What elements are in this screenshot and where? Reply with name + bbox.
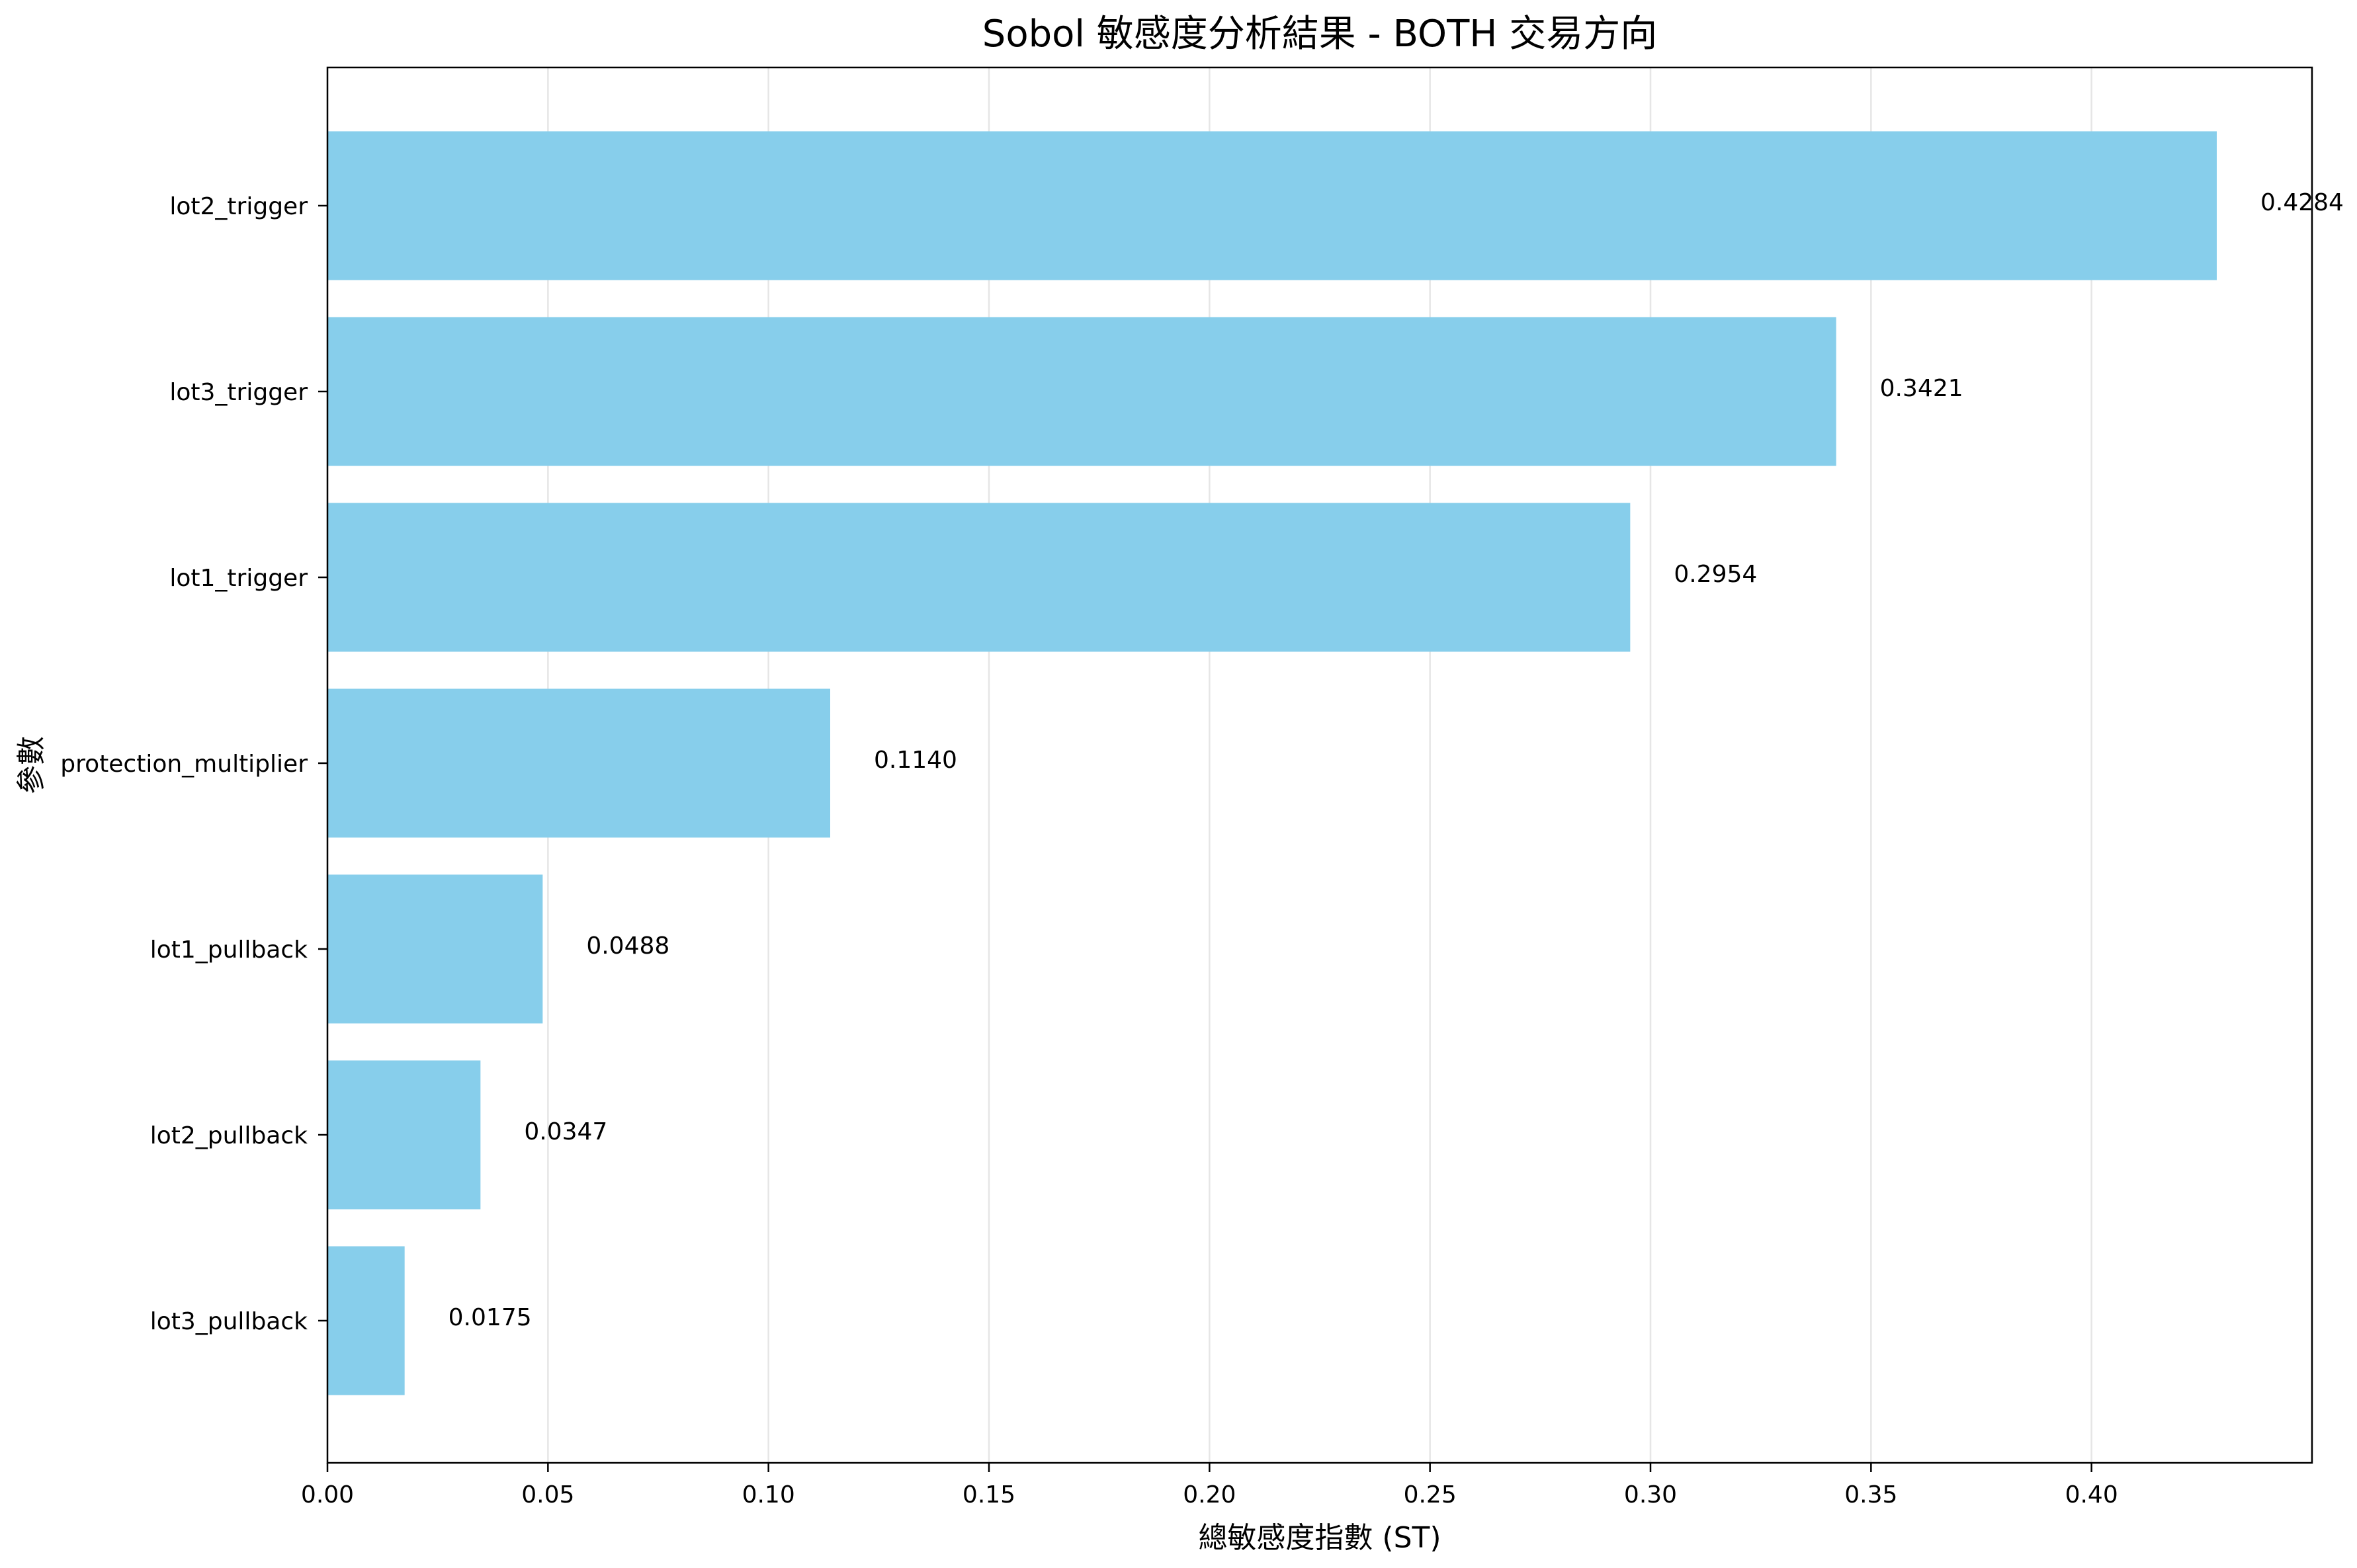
x-tick-label: 0.25 — [1404, 1481, 1457, 1508]
x-tick-label: 0.40 — [2065, 1481, 2118, 1508]
y-tick-label: lot1_trigger — [169, 565, 308, 592]
x-tick-label: 0.00 — [301, 1481, 354, 1508]
x-tick-label: 0.05 — [521, 1481, 574, 1508]
value-labels-layer: 0.4284 0.3421 0.2954 0.1140 0.0488 0.0347 0.01… — [449, 189, 2344, 1331]
value-label: 0.0488 — [586, 932, 669, 960]
x-tick-label: 0.30 — [1624, 1481, 1677, 1508]
y-tick-label: lot1_pullback — [150, 936, 308, 964]
x-tick-label: 0.20 — [1183, 1481, 1236, 1508]
x-tick-label: 0.15 — [963, 1481, 1015, 1508]
value-label: 0.2954 — [1674, 561, 1757, 588]
plot-frame — [326, 66, 2313, 1464]
x-tick-label: 0.10 — [742, 1481, 795, 1508]
bar-lot2_pullback — [327, 1060, 481, 1210]
y-axis-label: 參數 — [15, 736, 48, 794]
y-tick-label: lot2_trigger — [169, 193, 308, 220]
bar-lot1_pullback — [327, 874, 543, 1024]
value-label: 0.0347 — [524, 1118, 607, 1145]
bar-lot3_pullback — [327, 1246, 405, 1395]
x-axis-label: 總敏感度指數 (ST) — [1198, 1521, 1441, 1555]
bar-protection_multiplier — [327, 688, 830, 838]
value-label: 0.1140 — [874, 747, 957, 774]
y-tick-label: lot3_trigger — [169, 379, 308, 406]
value-label: 0.0175 — [449, 1304, 532, 1331]
chart-title: Sobol 敏感度分析結果 - BOTH 交易方向 — [982, 13, 1657, 56]
y-tick-label: lot2_pullback — [150, 1122, 308, 1149]
bar-lot3_trigger — [327, 317, 1836, 466]
y-tick-label: protection_multiplier — [60, 751, 308, 778]
x-tick-label: 0.35 — [1844, 1481, 1897, 1508]
y-ticks-layer: lot2_trigger lot3_trigger lot1_triggerprot… — [60, 193, 327, 1335]
value-label: 0.4284 — [2260, 189, 2344, 216]
y-tick-label: lot3_pullback — [150, 1308, 308, 1335]
x-ticks-layer: 0.00 0.05 0.10 0.15 0.20 0.25 0.30 0.35 0.40 — [301, 1463, 2118, 1508]
bars-layer — [327, 131, 2217, 1395]
bar-lot1_trigger — [327, 503, 1631, 652]
value-label: 0.3421 — [1880, 375, 1963, 402]
bar-lot2_trigger — [327, 131, 2217, 280]
